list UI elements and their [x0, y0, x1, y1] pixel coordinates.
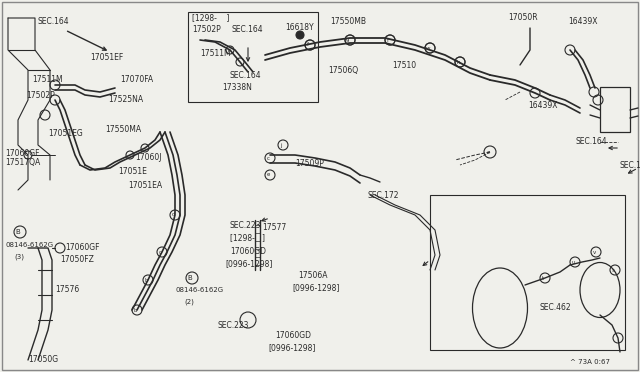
Text: e: e [266, 173, 269, 177]
Text: c: c [159, 250, 161, 254]
FancyBboxPatch shape [430, 195, 625, 350]
Text: 17577: 17577 [262, 224, 286, 232]
Text: ^ 73A 0:67: ^ 73A 0:67 [570, 359, 610, 365]
Text: t: t [542, 276, 544, 280]
Text: 17060GD: 17060GD [230, 247, 266, 256]
Text: 17051EG: 17051EG [48, 128, 83, 138]
FancyBboxPatch shape [188, 12, 318, 102]
Text: [1298-    ]: [1298- ] [192, 13, 229, 22]
Text: 17050FZ: 17050FZ [60, 256, 94, 264]
Text: 17550MB: 17550MB [330, 17, 366, 26]
Text: 17502P: 17502P [26, 90, 55, 99]
Text: 08146-6162G: 08146-6162G [175, 287, 223, 293]
Text: u: u [572, 260, 575, 264]
Text: 17070FA: 17070FA [120, 76, 153, 84]
Text: 17338N: 17338N [222, 83, 252, 93]
Text: [0996-1298]: [0996-1298] [268, 343, 316, 353]
Text: 17517QA: 17517QA [5, 158, 40, 167]
Text: B: B [15, 229, 20, 235]
Text: s: s [612, 267, 614, 273]
Text: SEC.172: SEC.172 [620, 160, 640, 170]
Text: 17550MA: 17550MA [105, 125, 141, 135]
Text: SEC.164: SEC.164 [575, 138, 607, 147]
Text: 17506A: 17506A [298, 270, 328, 279]
Text: 17051E: 17051E [118, 167, 147, 176]
Text: w: w [426, 45, 430, 51]
Text: SEC.164: SEC.164 [38, 17, 70, 26]
Text: 17051EF: 17051EF [90, 52, 124, 61]
Text: z: z [486, 150, 490, 154]
Text: [0996-1298]: [0996-1298] [225, 260, 273, 269]
Text: 08146-6162G: 08146-6162G [5, 242, 53, 248]
Text: 17060J: 17060J [135, 154, 161, 163]
Text: f: f [307, 42, 309, 48]
Text: 17502P: 17502P [192, 26, 221, 35]
Text: (2): (2) [184, 299, 194, 305]
Text: 17060GF: 17060GF [5, 148, 40, 157]
Text: b: b [133, 308, 137, 312]
Text: SEC.164: SEC.164 [232, 26, 264, 35]
Text: 17511M: 17511M [32, 76, 63, 84]
Text: 17050R: 17050R [508, 13, 538, 22]
Text: SEC.223: SEC.223 [230, 221, 262, 230]
Text: (3): (3) [14, 254, 24, 260]
Circle shape [296, 31, 304, 39]
Text: SEC.462: SEC.462 [540, 304, 572, 312]
Text: g: g [346, 38, 349, 42]
Text: f: f [387, 38, 389, 42]
Text: d: d [172, 212, 175, 218]
Text: 16618Y: 16618Y [285, 23, 314, 32]
Text: SEC.223: SEC.223 [218, 321, 250, 330]
Text: B: B [188, 275, 193, 281]
Text: 17510: 17510 [392, 61, 416, 70]
Text: 17509P: 17509P [295, 158, 324, 167]
Text: 16439X: 16439X [528, 100, 557, 109]
Text: h: h [456, 60, 460, 64]
Text: [1298-   ]: [1298- ] [230, 234, 265, 243]
Text: j: j [280, 142, 282, 148]
Text: 17060GD: 17060GD [275, 330, 311, 340]
Text: 17050G: 17050G [28, 356, 58, 365]
Text: v: v [593, 250, 596, 254]
Text: [0996-1298]: [0996-1298] [292, 283, 339, 292]
Text: 17060GF: 17060GF [65, 244, 99, 253]
Text: 17506Q: 17506Q [328, 65, 358, 74]
Text: 17051EA: 17051EA [128, 180, 162, 189]
Text: 17511M: 17511M [200, 48, 230, 58]
Text: 17525NA: 17525NA [108, 96, 143, 105]
Text: SEC.164: SEC.164 [230, 71, 262, 80]
Text: 17576: 17576 [55, 285, 79, 295]
Text: SEC.172: SEC.172 [368, 190, 399, 199]
Text: 16439X: 16439X [568, 17, 598, 26]
Text: b: b [144, 278, 148, 282]
Text: c: c [266, 155, 269, 160]
